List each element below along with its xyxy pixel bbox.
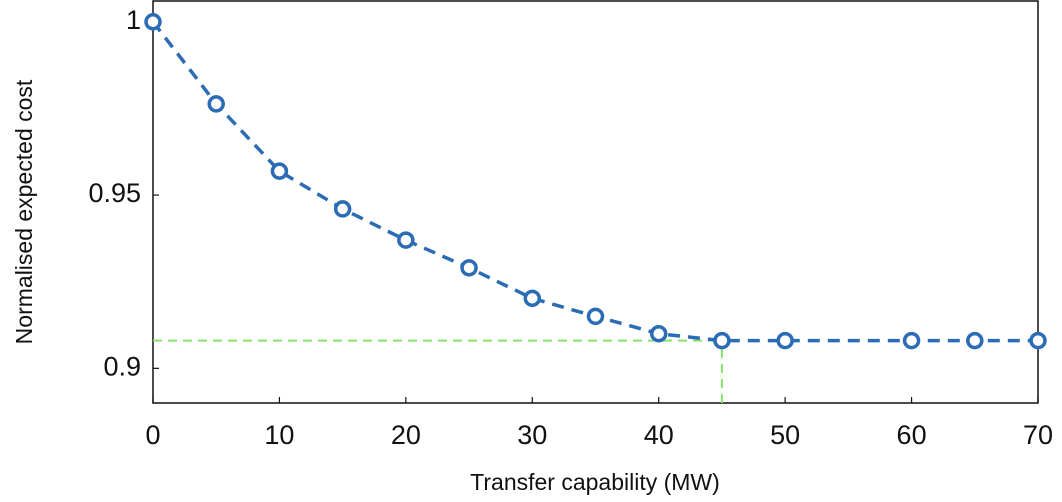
data-point bbox=[270, 162, 289, 180]
y-axis-title: Normalised expected cost bbox=[11, 79, 37, 344]
data-point bbox=[776, 331, 794, 350]
data-point bbox=[1029, 331, 1047, 350]
y-tick-label: 0.95 bbox=[88, 178, 141, 208]
data-point bbox=[902, 331, 921, 350]
x-tick-label: 0 bbox=[145, 420, 160, 450]
x-tick-label: 40 bbox=[644, 420, 674, 450]
data-point bbox=[207, 95, 225, 113]
y-tick-label: 0.9 bbox=[103, 351, 141, 381]
data-point bbox=[966, 331, 984, 350]
x-axis-title: Transfer capability (MW) bbox=[470, 469, 720, 495]
data-point bbox=[460, 259, 478, 277]
x-tick-label: 30 bbox=[517, 420, 547, 450]
data-line bbox=[151, 20, 1038, 343]
x-tick-label: 20 bbox=[391, 420, 421, 450]
plot-frame bbox=[152, 0, 1039, 404]
data-point bbox=[144, 13, 162, 31]
data-point bbox=[523, 289, 542, 308]
data-point bbox=[397, 231, 415, 249]
data-point bbox=[649, 324, 668, 343]
data-point bbox=[586, 307, 605, 326]
x-tick-label: 10 bbox=[264, 420, 294, 450]
data-point bbox=[713, 331, 731, 350]
x-tick-label: 70 bbox=[1023, 420, 1053, 450]
y-tick-label: 1 bbox=[126, 5, 141, 35]
x-tick-label: 60 bbox=[897, 420, 927, 450]
x-tick-label: 50 bbox=[770, 420, 800, 450]
data-point bbox=[333, 200, 352, 218]
